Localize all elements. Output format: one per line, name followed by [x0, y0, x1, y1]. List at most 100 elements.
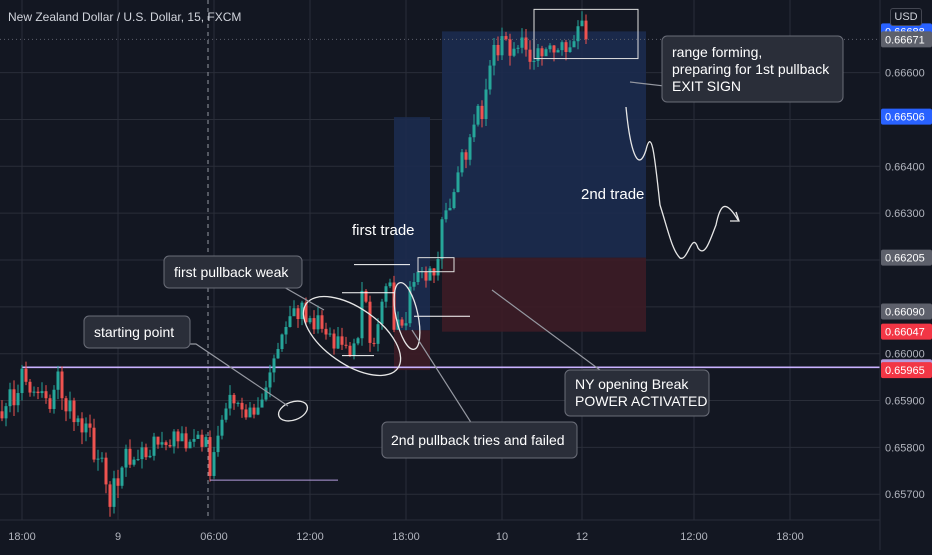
callout-second-pullback-bg [381, 421, 578, 459]
time-axis: 18:00 9 06:00 12:00 18:00 10 12 12:00 18:00 [0, 519, 880, 543]
candle-body-60 [240, 402, 244, 410]
callout-range-bg [661, 35, 844, 103]
candle-body-7 [28, 381, 32, 393]
price-tag-bg-3 [881, 249, 932, 266]
candle-body-143 [572, 41, 576, 48]
x-tick-label-3: 12:00 [296, 531, 324, 543]
candle-body-73 [292, 308, 296, 317]
callout-second-pullback: 2nd pullback tries and failed [381, 421, 578, 459]
candle-body-26 [104, 457, 108, 485]
range-box [533, 8, 639, 60]
annotation-boxes [417, 8, 639, 273]
candle-body-22 [88, 423, 92, 428]
callout-range-line3: EXIT SIGN [672, 78, 741, 94]
candle-body-112 [448, 208, 452, 211]
currency-button[interactable]: USD [890, 8, 922, 26]
candles [0, 11, 588, 517]
candle-body-35 [140, 447, 144, 460]
candle-body-103 [412, 282, 416, 287]
candle-body-88 [352, 343, 356, 356]
candle-body-111 [444, 210, 448, 220]
candle-body-95 [380, 301, 384, 325]
candle-body-78 [312, 318, 316, 330]
x-tick-label-6: 12 [576, 531, 588, 543]
candle-body-52 [208, 437, 212, 476]
candle-body-142 [568, 47, 572, 52]
position-1-loss [442, 257, 646, 332]
candle-body-64 [256, 407, 260, 415]
y-tick-label-3: 0.66000 [885, 349, 925, 361]
candle-body-82 [328, 333, 332, 335]
candle-body-117 [468, 137, 472, 160]
marker-lines [210, 264, 470, 481]
x-tick-label-1: 9 [115, 531, 121, 543]
ny-break-box [417, 257, 455, 273]
candle-body-97 [388, 282, 392, 287]
candle-body-107 [428, 268, 432, 281]
price-tag-2: 0.66506 [885, 112, 925, 124]
candle-body-92 [368, 301, 372, 343]
candle-body-40 [160, 442, 164, 445]
candle-body-91 [364, 290, 368, 302]
candle-body-32 [128, 448, 132, 465]
price-tag-3: 0.66205 [885, 253, 925, 265]
candle-body-33 [132, 459, 136, 465]
candle-body-46 [184, 433, 188, 449]
forecast-path [625, 106, 739, 259]
y-tick-label-0: 0.65700 [885, 489, 925, 501]
price-tag-bg-1 [881, 31, 932, 48]
candle-body-144 [576, 26, 580, 42]
ellipse-starting-point [277, 400, 309, 422]
candle-body-65 [260, 399, 264, 408]
candle-body-19 [76, 418, 80, 423]
candle-body-140 [560, 42, 564, 51]
candle-body-57 [228, 394, 232, 409]
candle-body-86 [344, 344, 348, 346]
candle-body-55 [220, 419, 224, 436]
candle-body-16 [64, 398, 68, 412]
callout-first-pullback-bg [163, 255, 303, 289]
y-tick-label-7: 0.66400 [885, 161, 925, 173]
callout-ny-break-line1: NY opening Break [575, 376, 689, 392]
candle-body-131 [524, 37, 528, 50]
candle-body-36 [144, 447, 148, 458]
candle-body-31 [124, 448, 128, 468]
candle-body-146 [584, 20, 588, 40]
candle-body-38 [152, 436, 156, 456]
candle-body-70 [280, 334, 284, 350]
callout-starting-point-bg [83, 315, 191, 349]
candle-body-10 [40, 391, 44, 394]
candle-body-133 [532, 60, 536, 62]
candle-body-130 [520, 37, 524, 48]
price-tag-1: 0.66671 [885, 34, 925, 46]
candle-body-43 [172, 431, 176, 447]
candle-body-123 [492, 44, 496, 66]
callout-starting-point-text: starting point [94, 324, 174, 340]
price-tag-bg-5 [881, 323, 932, 340]
candle-body-41 [164, 442, 168, 446]
candle-body-119 [476, 105, 480, 125]
candle-body-136 [544, 49, 548, 57]
candle-body-80 [320, 315, 324, 329]
candle-body-113 [452, 192, 456, 208]
candle-body-30 [120, 467, 124, 486]
candle-body-15 [60, 371, 64, 399]
candle-body-127 [508, 39, 512, 56]
price-tag-4: 0.66090 [885, 307, 925, 319]
candle-body-63 [252, 407, 256, 415]
ellipse-second-pullback [393, 282, 421, 350]
candle-body-74 [296, 308, 300, 320]
candle-body-71 [284, 326, 288, 335]
candle-body-90 [360, 290, 364, 339]
y-tick-label-1: 0.65800 [885, 442, 925, 454]
candle-body-11 [44, 391, 48, 399]
candle-body-1 [4, 406, 8, 419]
candle-body-76 [304, 302, 308, 323]
y-tick-label-9: 0.66600 [885, 68, 925, 80]
candle-body-2 [8, 389, 12, 407]
candle-body-39 [156, 436, 160, 445]
candle-body-62 [248, 407, 252, 418]
candle-body-141 [564, 42, 568, 52]
